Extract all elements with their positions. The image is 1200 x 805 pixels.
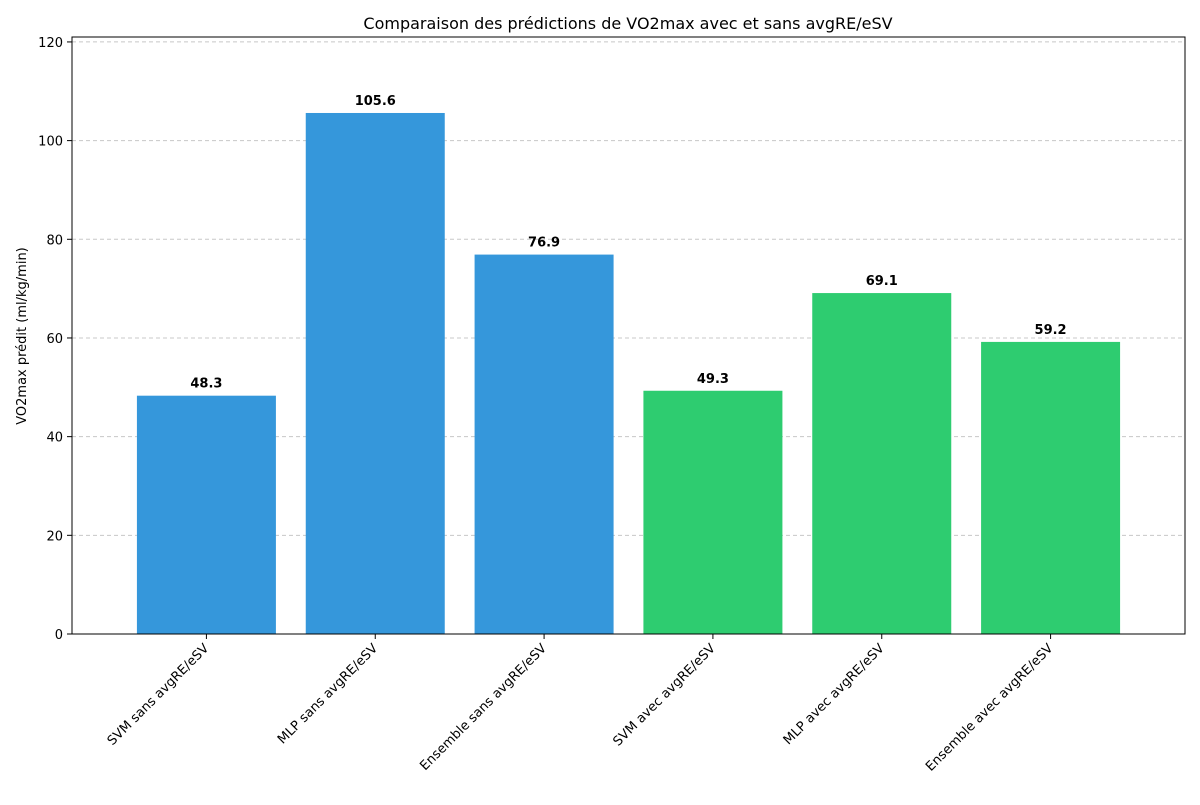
- x-category-label: SVM avec avgRE/eSV: [610, 641, 718, 749]
- bar-value-label: 59.2: [1035, 323, 1067, 338]
- y-axis: 0 20 40 60 80 100 120: [38, 36, 72, 643]
- x-category-label: MLP avec avgRE/eSV: [781, 641, 888, 748]
- y-tick-label: 120: [38, 36, 63, 51]
- x-axis: SVM sans avgRE/eSV MLP sans avgRE/eSV Ense…: [105, 634, 1056, 775]
- x-category-label: SVM sans avgRE/eSV: [105, 641, 213, 749]
- value-labels: 48.3 105.6 76.9 49.3 69.1 59.2: [190, 94, 1066, 392]
- bars-layer: [136, 112, 1121, 635]
- bar: [812, 293, 952, 634]
- y-tick-label: 20: [46, 529, 63, 544]
- y-tick-label: 100: [38, 135, 63, 150]
- x-category-label: Ensemble sans avgRE/eSV: [417, 641, 550, 774]
- y-tick-label: 80: [46, 233, 63, 248]
- chart-title: Comparaison des prédictions de VO2max av…: [363, 14, 892, 33]
- y-tick-label: 0: [55, 628, 63, 643]
- bar-value-label: 105.6: [355, 94, 396, 109]
- bar-value-label: 49.3: [697, 372, 729, 387]
- x-category-label: MLP sans avgRE/eSV: [275, 641, 381, 747]
- bar: [136, 395, 276, 634]
- y-axis-title: VO2max prédit (ml/kg/min): [15, 247, 30, 425]
- bar: [643, 390, 783, 634]
- y-tick-label: 60: [46, 332, 63, 347]
- bar-value-label: 48.3: [190, 377, 222, 392]
- x-category-label: Ensemble avec avgRE/eSV: [923, 641, 1056, 774]
- bar: [981, 341, 1121, 634]
- y-tick-label: 40: [46, 431, 63, 446]
- bar-value-label: 69.1: [866, 274, 898, 289]
- bar: [474, 254, 614, 635]
- bar: [305, 112, 445, 635]
- plot-frame: [71, 36, 1186, 635]
- bar-value-label: 76.9: [528, 236, 560, 251]
